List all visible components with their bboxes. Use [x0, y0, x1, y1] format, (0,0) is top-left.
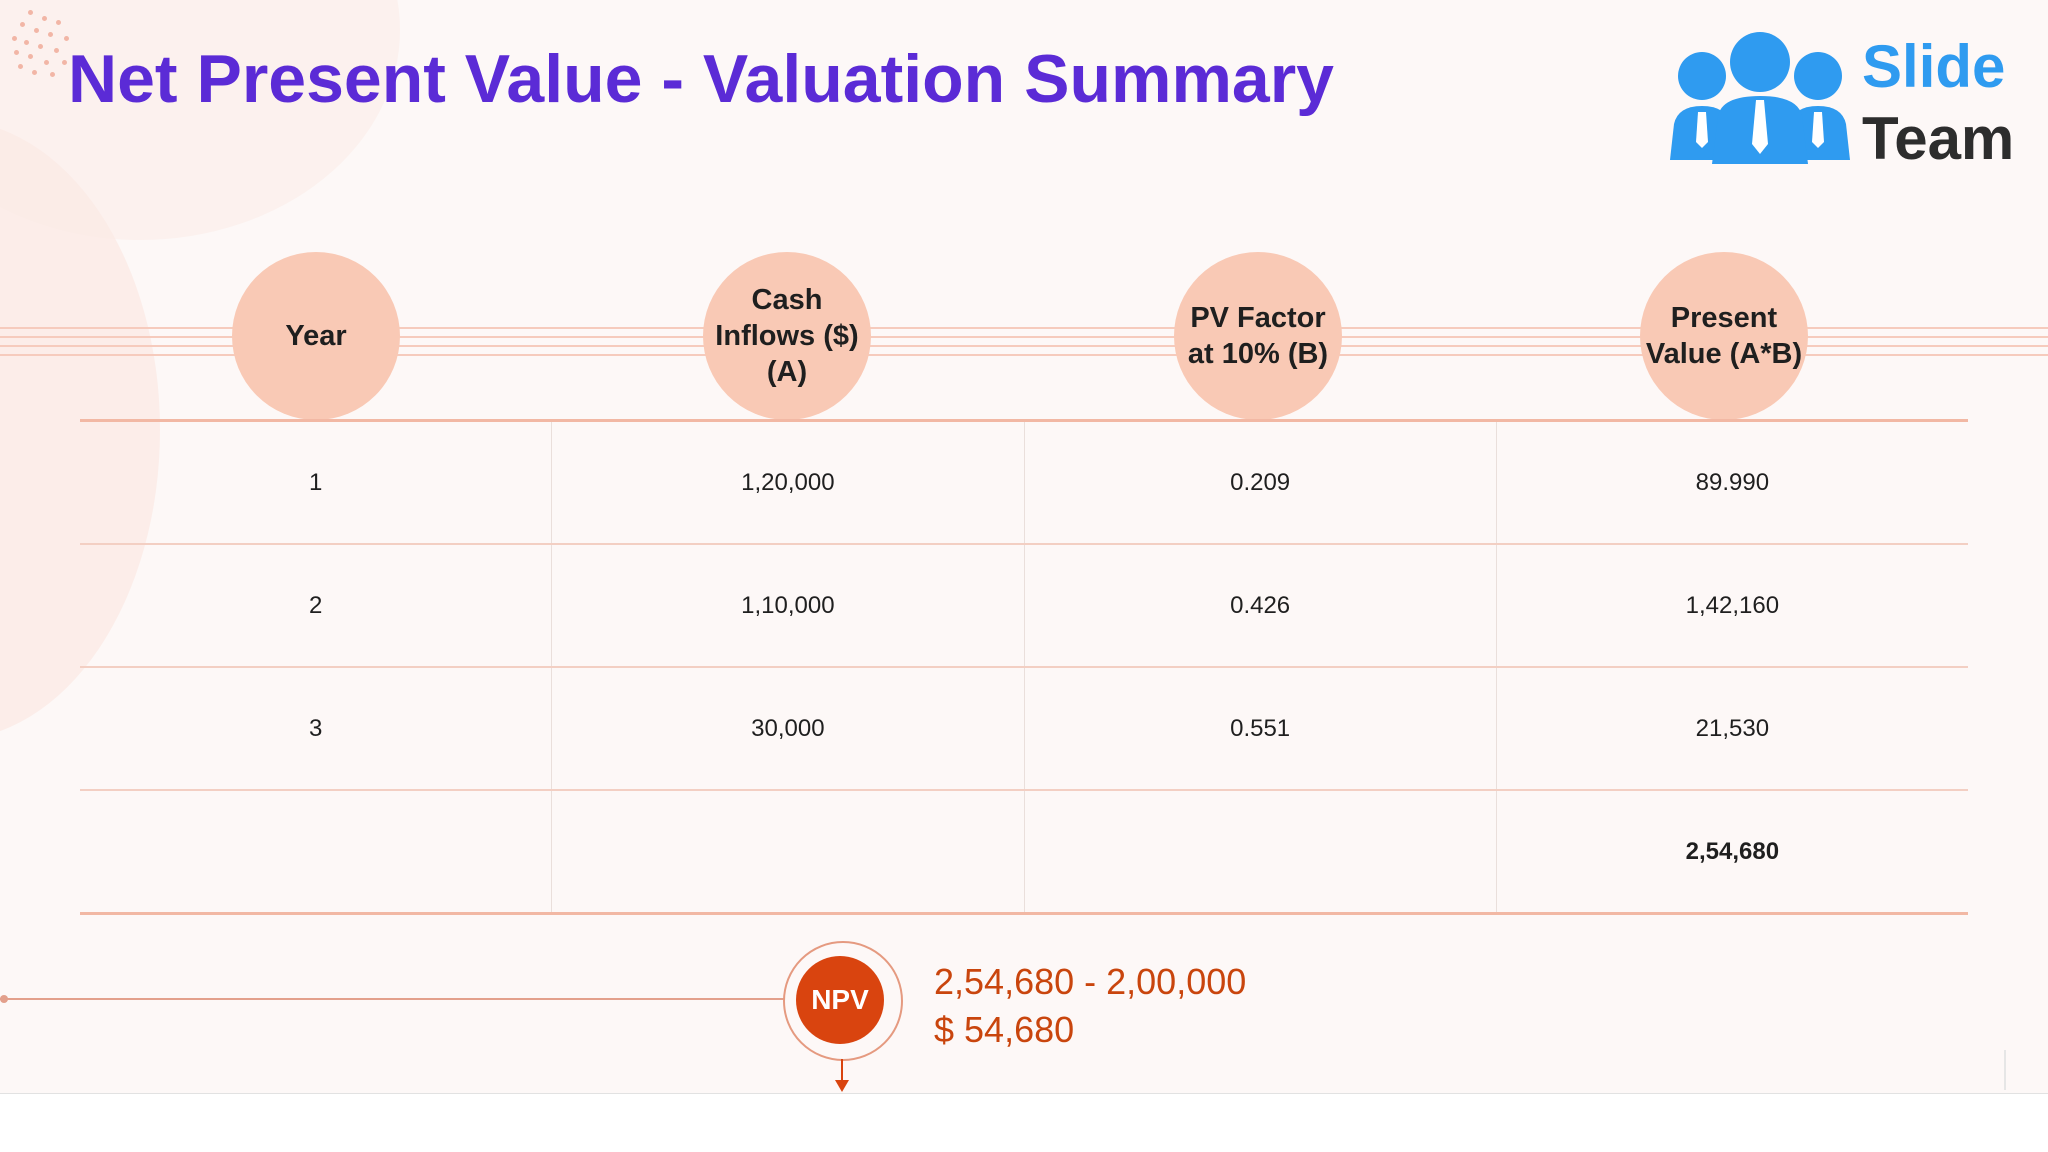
table-cell: 30,000 [552, 668, 1025, 789]
npv-arrow-line [841, 1059, 843, 1083]
arrow-down-icon [835, 1080, 849, 1092]
table-row-total: 2,54,680 [80, 791, 1968, 912]
header-year: Year [232, 252, 400, 420]
slide-bottom-border [0, 1093, 2048, 1094]
table-row: 1 1,20,000 0.209 89.990 [80, 422, 1968, 545]
header-cash-inflows: Cash Inflows ($) (A) [703, 252, 871, 420]
total-present-value: 2,54,680 [1685, 837, 1780, 865]
npv-formula: 2,54,680 - 2,00,000 [934, 961, 1247, 1002]
logo-text-team: Team [1862, 105, 2015, 172]
table-row: 2 1,10,000 0.426 1,42,160 [80, 545, 1968, 668]
valuation-table: 1 1,20,000 0.209 89.990 2 1,10,000 0.426… [80, 419, 1968, 915]
table-cell: 0.426 [1025, 545, 1497, 666]
people-group-icon [1670, 32, 1850, 164]
table-cell: 2 [80, 545, 553, 666]
table-cell: 21,530 [1695, 714, 1770, 742]
header-decorative-lines [0, 327, 2048, 363]
npv-calculation: 2,54,680 - 2,00,000 $ 54,680 [934, 958, 1246, 1054]
logo-text-slide: Slide [1862, 33, 2006, 100]
logo: Slide Team [1660, 28, 2020, 172]
table-cell [1025, 791, 1497, 912]
corner-decoration [2004, 1050, 2006, 1090]
table-cell: 89.990 [1695, 468, 1770, 496]
npv-badge: NPV [796, 956, 884, 1044]
table-cell [552, 791, 1025, 912]
table-cell [80, 791, 553, 912]
table-cell: 0.551 [1025, 668, 1497, 789]
dot-pattern-decoration [10, 6, 74, 82]
npv-result: $ 54,680 [934, 1009, 1075, 1050]
table-cell: 1 [80, 422, 553, 543]
npv-connector-dot [0, 995, 8, 1003]
table-cell: 1,10,000 [552, 545, 1025, 666]
header-present-value: Present Value (A*B) [1640, 252, 1808, 420]
table-cell: 3 [80, 668, 553, 789]
slide: Net Present Value - Valuation Summary Sl… [0, 6, 2048, 1092]
table-cell: 1,20,000 [552, 422, 1025, 543]
table-cell: 1,42,160 [1685, 591, 1780, 619]
table-row: 3 30,000 0.551 21,530 [80, 668, 1968, 791]
table-cell: 0.209 [1025, 422, 1497, 543]
page-title: Net Present Value - Valuation Summary [68, 41, 1335, 117]
npv-connector-line [0, 998, 786, 1000]
header-pv-factor: PV Factor at 10% (B) [1174, 252, 1342, 420]
